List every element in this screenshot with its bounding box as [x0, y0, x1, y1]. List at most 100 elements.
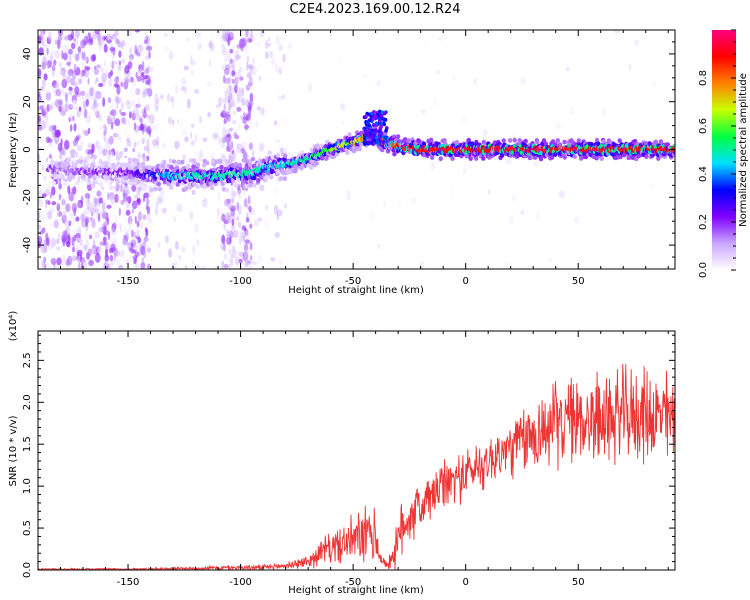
noise-mark: [247, 263, 253, 269]
ridge-mark: [90, 183, 96, 189]
noise-mark: [62, 254, 65, 264]
noise-mark: [162, 142, 166, 148]
noise-mark: [221, 234, 226, 245]
noise-mark: [86, 42, 91, 47]
noise-mark: [282, 53, 286, 63]
noise-mark: [228, 104, 231, 114]
noise-mark: [266, 64, 272, 72]
noise-mark: [221, 260, 225, 269]
noise-mark: [96, 92, 101, 99]
noise-mark: [74, 30, 80, 39]
noise-mark: [231, 245, 236, 252]
noise-mark: [224, 67, 230, 76]
noise-mark: [129, 54, 134, 61]
noise-mark: [511, 193, 517, 202]
noise-mark: [107, 217, 109, 226]
noise-mark: [176, 203, 182, 213]
noise-mark: [155, 201, 159, 208]
noise-mark: [79, 256, 86, 264]
ridge-mark: [51, 152, 56, 157]
noise-mark: [147, 88, 153, 97]
noise-mark: [240, 230, 245, 237]
noise-mark: [229, 188, 235, 198]
noise-mark: [239, 76, 244, 81]
noise-mark: [341, 120, 344, 125]
noise-mark: [152, 49, 156, 58]
noise-mark: [72, 99, 77, 108]
noise-mark: [144, 192, 150, 199]
noise-mark: [75, 135, 80, 142]
noise-mark: [152, 140, 157, 150]
noise-mark: [277, 67, 283, 75]
noise-mark: [269, 50, 274, 59]
ridge-mark: [92, 154, 98, 160]
noise-mark: [231, 126, 238, 134]
noise-mark: [177, 246, 183, 251]
noise-mark: [134, 251, 140, 258]
spectrogram-plot-area: [38, 30, 675, 269]
noise-mark: [123, 147, 128, 153]
noise-mark: [265, 51, 269, 60]
noise-mark: [140, 262, 146, 269]
noise-mark: [221, 30, 227, 40]
noise-mark: [86, 115, 91, 124]
noise-mark: [257, 41, 260, 48]
noise-mark: [243, 45, 250, 55]
noise-mark: [62, 210, 67, 221]
noise-mark: [94, 106, 100, 116]
noise-mark: [602, 107, 606, 117]
noise-mark: [144, 88, 151, 95]
noise-mark: [71, 94, 77, 105]
noise-mark: [558, 190, 565, 199]
noise-mark: [87, 77, 90, 85]
noise-mark: [111, 98, 114, 109]
noise-mark: [252, 150, 255, 157]
noise-mark: [125, 209, 131, 216]
noise-mark: [107, 192, 110, 201]
noise-mark: [67, 255, 73, 266]
noise-mark: [130, 139, 135, 147]
noise-mark: [232, 230, 239, 238]
noise-mark: [236, 216, 240, 222]
noise-mark: [241, 98, 246, 107]
noise-mark: [536, 212, 540, 220]
ridge-mark: [61, 155, 67, 161]
noise-mark: [482, 128, 488, 138]
noise-mark: [85, 99, 89, 107]
noise-mark: [368, 211, 374, 221]
noise-mark: [73, 196, 76, 202]
noise-mark: [218, 97, 223, 106]
noise-mark: [227, 113, 231, 123]
noise-mark: [45, 91, 52, 101]
noise-mark: [264, 221, 270, 229]
noise-mark: [487, 164, 492, 172]
noise-mark: [126, 100, 132, 111]
noise-mark: [245, 30, 249, 37]
noise-mark: [44, 115, 49, 121]
noise-mark: [92, 33, 98, 40]
noise-mark: [121, 238, 127, 246]
noise-mark: [220, 243, 227, 250]
noise-mark: [238, 194, 242, 199]
noise-mark: [72, 255, 77, 262]
noise-mark: [226, 236, 232, 245]
noise-mark: [75, 151, 78, 158]
noise-mark: [462, 166, 467, 175]
noise-mark: [227, 257, 234, 263]
noise-mark: [98, 115, 102, 121]
noise-mark: [230, 208, 235, 217]
noise-mark: [201, 210, 205, 219]
noise-mark: [38, 262, 41, 268]
noise-mark: [50, 257, 57, 266]
noise-mark: [128, 133, 131, 141]
noise-mark: [119, 103, 124, 108]
noise-mark: [570, 106, 574, 115]
noise-mark: [61, 234, 66, 243]
noise-mark: [87, 142, 92, 149]
noise-mark: [135, 244, 138, 253]
noise-mark: [133, 256, 137, 262]
noise-mark: [124, 226, 127, 236]
noise-mark: [64, 35, 70, 41]
noise-mark: [233, 131, 237, 139]
